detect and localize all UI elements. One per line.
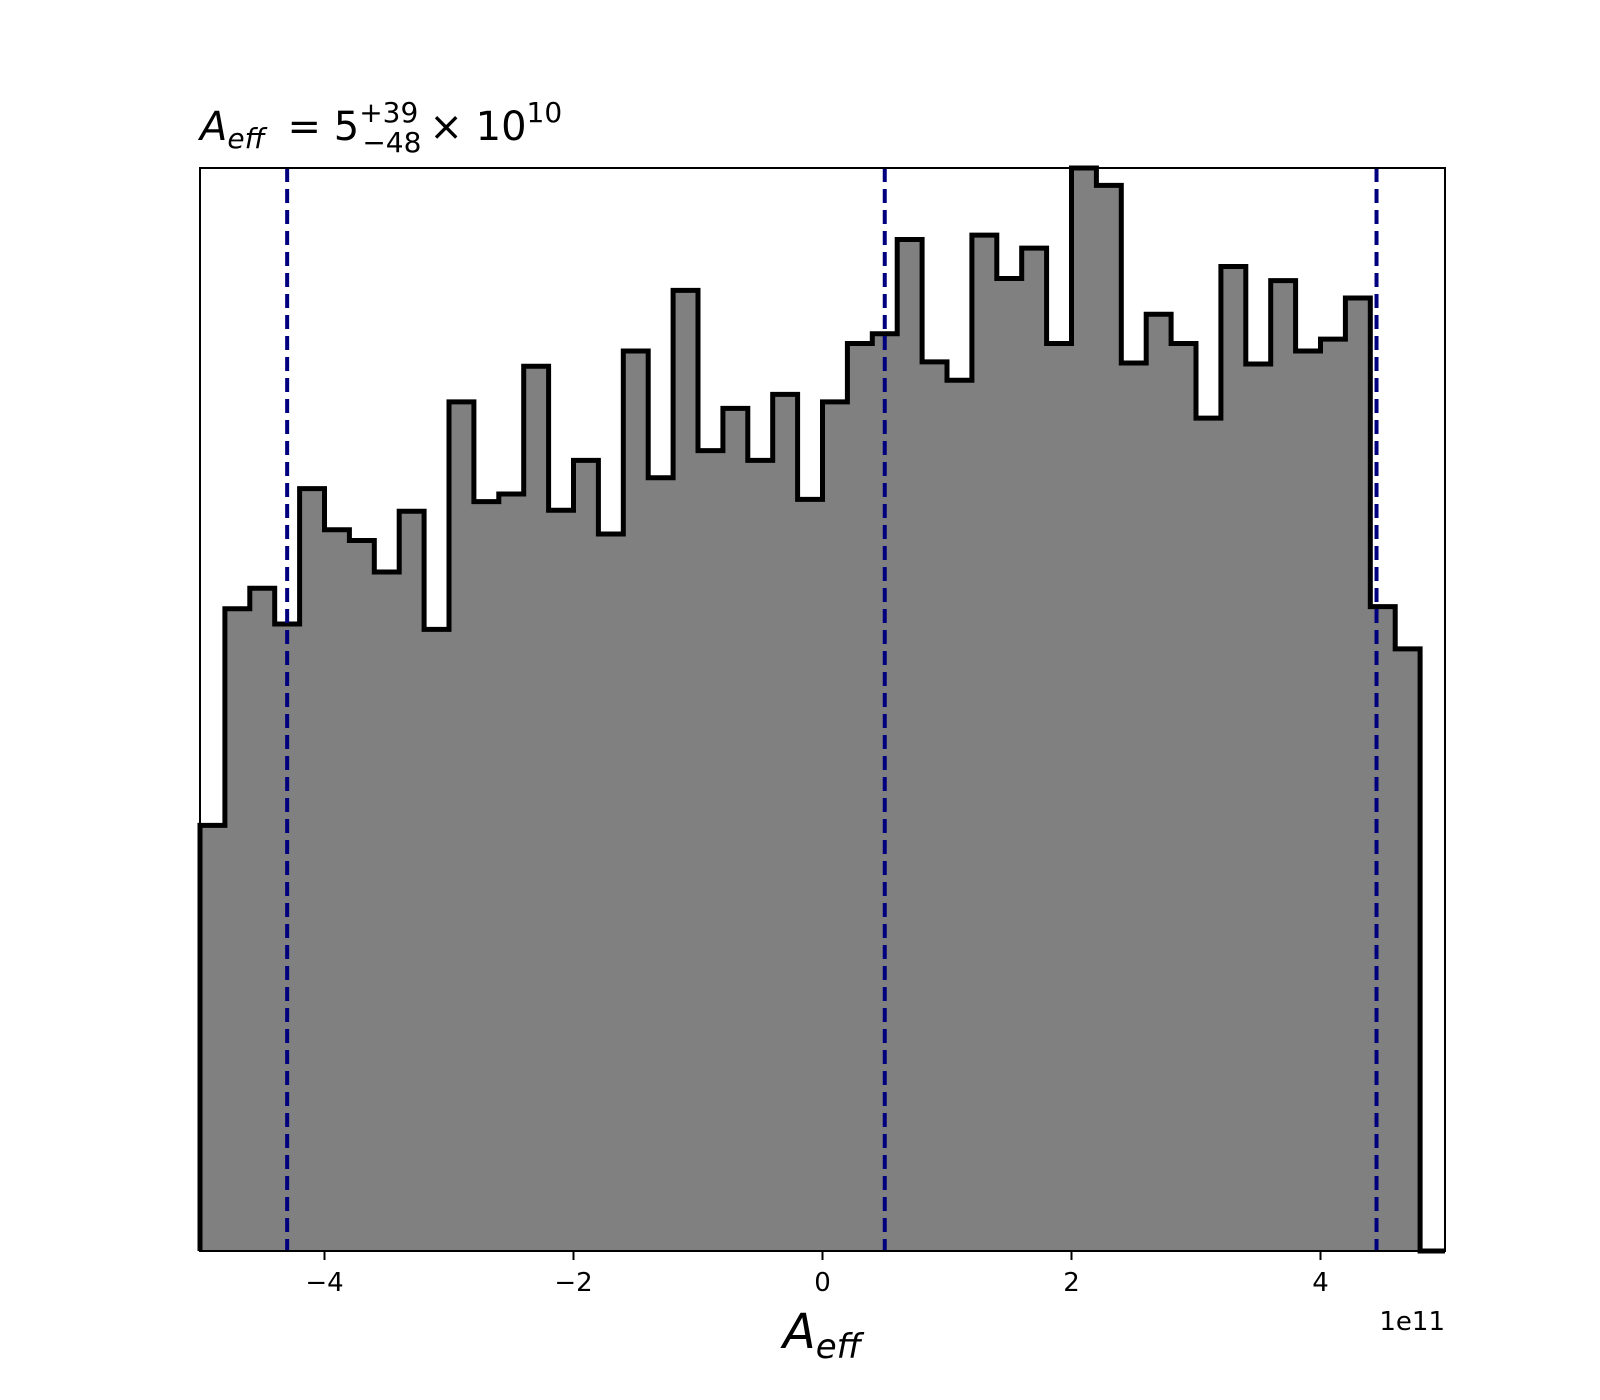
histogram-bin	[573, 460, 599, 1251]
histogram-bin	[772, 394, 799, 1251]
histogram-bin	[996, 278, 1023, 1251]
histogram-bin	[897, 239, 923, 1251]
histogram-bin	[722, 408, 749, 1251]
histogram-bin	[473, 501, 500, 1252]
histogram-bin	[747, 460, 774, 1251]
histogram-bin	[374, 571, 400, 1251]
histogram-bin	[1171, 343, 1197, 1251]
histogram-bars	[197, 165, 1445, 1254]
histogram-bin	[399, 511, 425, 1251]
histogram-bin	[698, 450, 724, 1252]
x-tick-label: −4	[305, 1268, 343, 1298]
chart-title: Aeff = 5+39 −48 × 1010	[197, 96, 562, 159]
x-axis-label: Aeff	[780, 1304, 865, 1367]
x-axis-ticks: −4 −2 0 2 4	[305, 1251, 1329, 1298]
histogram-outline	[197, 165, 1445, 1254]
histogram-bin	[449, 401, 475, 1252]
histogram-bin	[822, 401, 848, 1252]
x-offset-label: 1e11	[1379, 1307, 1445, 1337]
histogram-bin	[1046, 343, 1072, 1251]
histogram-bin	[1320, 339, 1346, 1251]
histogram-bin	[1096, 185, 1122, 1251]
title-symbol: A	[197, 104, 227, 150]
histogram-bin	[324, 529, 350, 1251]
histogram-bin	[1146, 314, 1172, 1252]
x-tick-label: 0	[814, 1268, 831, 1298]
histogram-bin	[1071, 168, 1097, 1251]
histogram-bin	[922, 361, 948, 1251]
x-tick-label: −2	[554, 1268, 592, 1298]
histogram-bin	[1270, 280, 1297, 1252]
histogram-bin	[299, 488, 325, 1251]
histogram-bin	[1395, 648, 1421, 1251]
histogram-bin	[224, 608, 251, 1251]
title-equals: = 5	[275, 104, 359, 150]
histogram-bin	[249, 588, 276, 1251]
histogram-bin	[349, 540, 375, 1251]
title-lower: −48	[362, 126, 421, 159]
histogram-bin	[548, 510, 574, 1251]
histogram-bin	[673, 290, 699, 1251]
xlabel-sub: eff	[816, 1327, 865, 1367]
histogram-bin	[947, 380, 973, 1251]
xlabel-symbol: A	[780, 1304, 816, 1360]
title-upper: +39	[359, 96, 418, 129]
histogram-bin	[623, 351, 649, 1252]
histogram-bin	[424, 629, 450, 1251]
histogram-bin	[1345, 297, 1371, 1252]
x-tick-label: 2	[1063, 1268, 1080, 1298]
histogram-bin	[1370, 606, 1396, 1251]
histogram-bin	[1245, 364, 1272, 1251]
histogram-bin	[523, 366, 550, 1252]
title-times: × 10	[429, 104, 526, 150]
histogram-bin	[598, 534, 624, 1251]
histogram-bin	[1021, 248, 1048, 1252]
histogram-bin	[847, 343, 873, 1251]
histogram-bin	[200, 825, 226, 1251]
histogram-bin	[1220, 266, 1247, 1252]
histogram-bin	[1196, 418, 1222, 1252]
histogram-bin	[1295, 351, 1321, 1252]
histogram-bin	[1121, 362, 1147, 1251]
histogram-bin	[498, 493, 525, 1251]
histogram-bin	[648, 477, 674, 1251]
quantile-lines	[285, 168, 1379, 1251]
histogram-bin	[971, 235, 998, 1251]
histogram-bin	[797, 499, 823, 1251]
title-exponent: 10	[527, 96, 563, 129]
title-symbol-sub: eff	[227, 122, 267, 155]
x-tick-label: 4	[1312, 1268, 1329, 1298]
